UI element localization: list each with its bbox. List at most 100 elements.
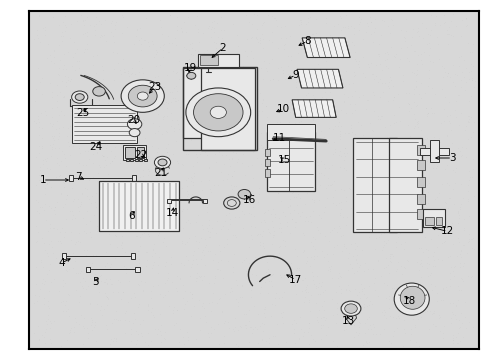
Point [348,129,356,135]
Point [136,321,144,327]
Point [62,308,70,314]
Point [324,141,332,147]
Point [468,245,475,251]
Point [140,199,147,204]
Point [34,113,42,119]
Circle shape [137,92,148,100]
Point [229,140,237,146]
Point [251,69,259,75]
Point [350,246,358,252]
Point [319,45,327,51]
Point [220,319,228,324]
Point [462,23,469,29]
Point [411,103,419,109]
Point [289,103,297,108]
Point [399,78,407,84]
Point [316,139,324,144]
Point [445,276,452,282]
Point [183,193,191,198]
Point [382,315,389,321]
Point [264,266,271,271]
Point [416,208,424,214]
Point [183,257,191,262]
Point [72,287,80,293]
Point [381,63,389,69]
Bar [200,55,218,65]
Point [156,332,164,338]
Point [152,192,160,198]
Point [420,90,428,95]
Point [183,329,190,335]
Point [130,311,138,316]
Point [462,15,469,21]
Point [393,235,401,240]
Point [76,239,83,245]
Point [423,110,431,116]
Point [118,144,125,150]
Point [136,210,144,216]
Point [423,261,430,266]
Point [297,19,305,25]
Point [310,95,318,100]
Point [333,113,341,119]
Point [187,265,195,270]
Point [153,49,161,55]
Point [461,154,469,160]
Point [189,257,197,263]
Point [57,191,65,197]
Point [82,128,90,134]
Point [86,134,94,139]
Point [470,78,478,84]
Point [176,326,183,332]
Point [68,185,76,190]
Point [430,209,438,215]
Point [136,225,144,231]
Point [83,335,91,341]
Point [336,27,344,33]
Point [350,42,358,48]
Point [227,182,235,188]
Point [404,100,411,106]
Point [60,180,67,186]
Point [463,40,470,46]
Point [430,22,438,28]
Point [270,215,278,220]
Point [342,68,349,74]
Point [297,75,305,80]
Point [382,255,389,261]
Point [244,112,251,118]
Point [434,218,442,224]
Point [98,152,105,157]
Point [261,269,269,275]
Point [350,102,358,107]
Point [210,18,218,24]
Point [60,151,67,157]
Point [413,293,421,299]
Point [285,33,293,39]
Point [352,260,360,266]
Point [439,13,447,18]
Point [426,236,433,242]
Point [304,50,312,56]
Point [329,251,337,257]
Point [468,63,476,69]
Point [180,341,188,347]
Point [344,185,352,190]
Ellipse shape [400,286,424,309]
Point [89,175,97,180]
Point [54,238,61,244]
Point [46,261,54,267]
Point [244,318,252,324]
Point [270,296,278,301]
Point [184,48,192,53]
Point [305,138,313,143]
Point [267,218,275,224]
Point [192,196,200,202]
Point [90,116,98,121]
Point [280,46,287,51]
Point [412,207,420,213]
Point [81,148,89,154]
Point [452,72,460,78]
Point [386,251,394,257]
Point [317,39,325,45]
